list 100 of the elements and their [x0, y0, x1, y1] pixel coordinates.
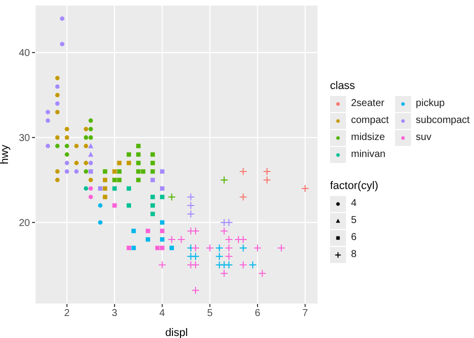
point	[64, 160, 70, 166]
point	[192, 286, 200, 294]
x-tick-label: 6	[254, 308, 261, 320]
x-tick-label: 7	[302, 308, 308, 320]
point	[84, 169, 88, 174]
point	[126, 203, 132, 208]
point	[160, 186, 164, 191]
point	[46, 110, 50, 114]
x-tick-label: 2	[64, 308, 70, 320]
point	[98, 186, 102, 191]
point	[206, 244, 214, 252]
y-tick-label: 20	[18, 218, 30, 230]
point	[126, 246, 132, 250]
point	[88, 160, 93, 166]
point	[186, 252, 195, 260]
point	[192, 244, 200, 252]
point	[88, 135, 93, 140]
point	[88, 143, 94, 148]
point	[46, 118, 50, 123]
point	[112, 169, 117, 174]
point	[215, 244, 224, 252]
point	[170, 246, 174, 250]
point	[117, 160, 122, 166]
point	[84, 135, 88, 140]
point	[131, 246, 136, 250]
text: 4	[351, 198, 357, 209]
point	[55, 169, 60, 174]
point	[126, 160, 132, 166]
point	[84, 126, 88, 132]
point	[64, 169, 70, 174]
point	[46, 144, 50, 148]
point	[88, 178, 93, 182]
point	[150, 178, 155, 182]
point	[160, 169, 164, 174]
point	[117, 169, 122, 174]
y-tick-label: 40	[18, 48, 30, 60]
point	[239, 167, 248, 176]
point	[168, 192, 176, 201]
point	[112, 178, 117, 182]
legend-label: subcompact	[416, 115, 470, 126]
point	[150, 212, 155, 216]
point	[160, 194, 164, 200]
point	[146, 237, 150, 242]
point	[84, 144, 88, 148]
point	[74, 160, 79, 166]
point	[136, 178, 141, 182]
point	[74, 169, 79, 174]
point	[88, 152, 94, 157]
point	[263, 167, 272, 176]
point	[55, 76, 60, 80]
point	[168, 235, 176, 244]
point	[224, 252, 233, 260]
point	[136, 160, 141, 166]
legend-label: pickup	[416, 98, 445, 109]
point	[253, 244, 262, 252]
x-tick-label: 3	[112, 308, 118, 320]
point	[239, 192, 248, 201]
legend-label: midsize	[351, 132, 385, 143]
legend-label: 2seater	[351, 98, 384, 109]
point	[301, 184, 310, 192]
point	[60, 42, 64, 46]
y-axis-title: hwy	[0, 144, 11, 164]
point	[64, 144, 70, 148]
point	[74, 144, 79, 148]
point	[84, 160, 88, 166]
point	[150, 194, 155, 200]
point	[150, 203, 155, 208]
point	[186, 201, 195, 210]
point	[55, 92, 60, 98]
point	[98, 203, 102, 208]
point	[160, 220, 164, 225]
point	[215, 260, 224, 269]
point	[239, 244, 248, 252]
x-tick-label: 5	[207, 308, 214, 320]
text: factor(cyl)	[330, 180, 378, 192]
point	[160, 246, 164, 250]
text: 6	[351, 232, 357, 243]
point	[55, 84, 60, 89]
point	[98, 220, 102, 225]
point	[88, 186, 93, 191]
point	[215, 252, 224, 260]
point	[60, 16, 64, 21]
point	[126, 186, 132, 191]
point	[277, 244, 286, 252]
point	[112, 186, 117, 191]
point	[136, 169, 141, 174]
point	[150, 152, 155, 157]
point	[126, 152, 132, 157]
point	[55, 110, 60, 114]
point	[136, 144, 141, 148]
point	[64, 152, 70, 157]
point	[220, 260, 228, 269]
point	[64, 126, 70, 132]
point	[160, 228, 164, 234]
point	[55, 101, 60, 106]
text: 5	[351, 215, 357, 226]
point	[55, 178, 60, 182]
point	[258, 269, 266, 278]
point	[84, 186, 88, 191]
legend-label: compact	[351, 115, 389, 126]
